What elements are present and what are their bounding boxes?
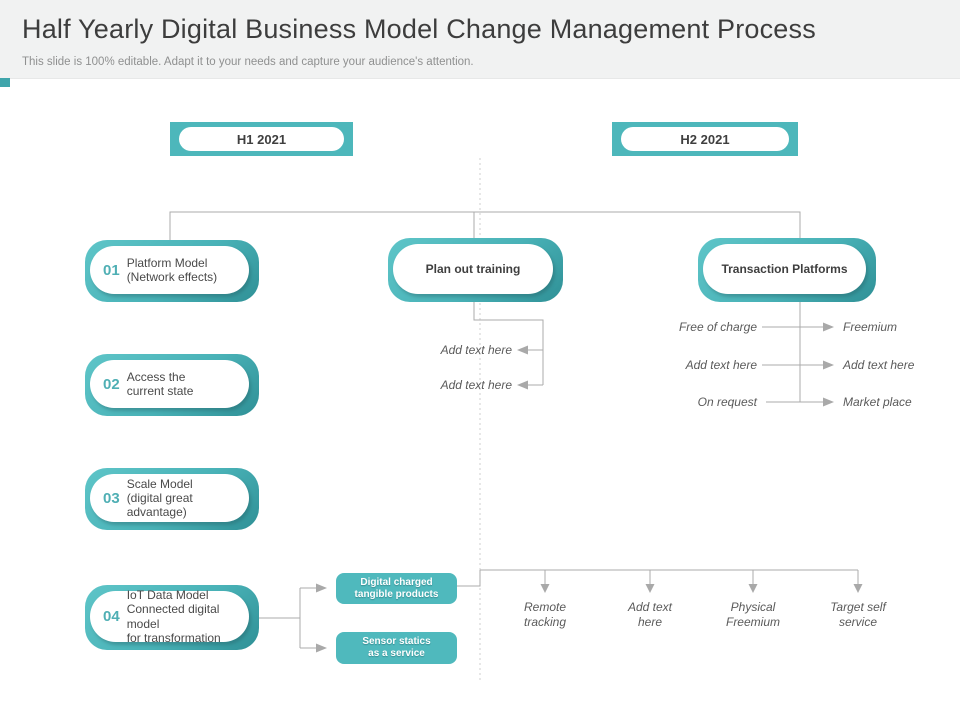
h2-2021-label: H2 2021 xyxy=(621,127,789,151)
step-2-pill: 02 Access the current state xyxy=(85,354,259,416)
step-3-number: 03 xyxy=(103,489,120,507)
page-subtitle: This slide is 100% editable. Adapt it to… xyxy=(22,56,474,68)
timeline-label-physical-freemium: Physical Freemium xyxy=(725,600,780,629)
sensor-statics-service-box: Sensor statics as a service xyxy=(336,632,457,664)
step-3-pill: 03 Scale Model (digital great advantage) xyxy=(85,468,259,530)
arrow-right-icon xyxy=(316,583,327,593)
arrow-down-icon xyxy=(853,584,863,593)
right-row-1-right: Freemium xyxy=(843,320,898,334)
right-row-3-right: Market place xyxy=(843,395,912,409)
arrow-left-icon xyxy=(517,345,528,355)
step4-branch xyxy=(259,587,318,649)
step-2-label: Access the current state xyxy=(126,369,194,398)
h1-2021-badge: H1 2021 xyxy=(170,122,353,156)
step-1-pill: 01 Platform Model (Network effects) xyxy=(85,240,259,302)
arrow-right-icon xyxy=(316,643,327,653)
h1-2021-label: H1 2021 xyxy=(179,127,344,151)
step-1-number: 01 xyxy=(103,261,120,279)
right-row-1-left: Free of charge xyxy=(678,320,757,334)
digital-charged-products-box: Digital charged tangible products xyxy=(336,573,457,604)
arrow-right-icon xyxy=(823,360,834,370)
right-row-3-left: On request xyxy=(697,395,757,409)
plan-out-training-label: Plan out training xyxy=(425,262,521,276)
bottom-timeline xyxy=(457,569,859,587)
center-add-text-1: Add text here xyxy=(440,343,512,357)
header: Half Yearly Digital Business Model Chang… xyxy=(0,0,960,79)
page-title: Half Yearly Digital Business Model Chang… xyxy=(22,14,816,44)
transaction-platforms-label: Transaction Platforms xyxy=(721,262,848,276)
step-4-label: IoT Data Model Connected digital model f… xyxy=(126,588,221,645)
arrow-right-icon xyxy=(823,397,834,407)
arrow-right-icon xyxy=(823,322,834,332)
right-row-2-left: Add text here xyxy=(685,358,757,372)
corner-accent-mark xyxy=(0,78,10,87)
step-1-label: Platform Model (Network effects) xyxy=(126,255,218,284)
plan-out-training-pill: Plan out training xyxy=(388,238,563,302)
timeline-label-target-self-service: Target self service xyxy=(830,600,886,629)
arrow-down-icon xyxy=(645,584,655,593)
step-4-number: 04 xyxy=(103,608,120,625)
right-branch xyxy=(762,302,825,403)
top-connector xyxy=(169,211,801,240)
timeline-label-remote-tracking: Remote tracking xyxy=(523,600,567,629)
transaction-platforms-pill: Transaction Platforms xyxy=(698,238,876,302)
center-add-text-2: Add text here xyxy=(440,378,512,392)
timeline-label-add-text: Add text here xyxy=(627,600,673,629)
h2-2021-badge: H2 2021 xyxy=(612,122,798,156)
step-2-number: 02 xyxy=(103,375,120,393)
step-4-pill: 04 IoT Data Model Connected digital mode… xyxy=(85,585,259,650)
arrow-left-icon xyxy=(517,380,528,390)
step-3-label: Scale Model (digital great advantage) xyxy=(126,476,193,520)
right-row-2-right: Add text here xyxy=(843,358,915,372)
arrow-down-icon xyxy=(748,584,758,593)
arrow-down-icon xyxy=(540,584,550,593)
